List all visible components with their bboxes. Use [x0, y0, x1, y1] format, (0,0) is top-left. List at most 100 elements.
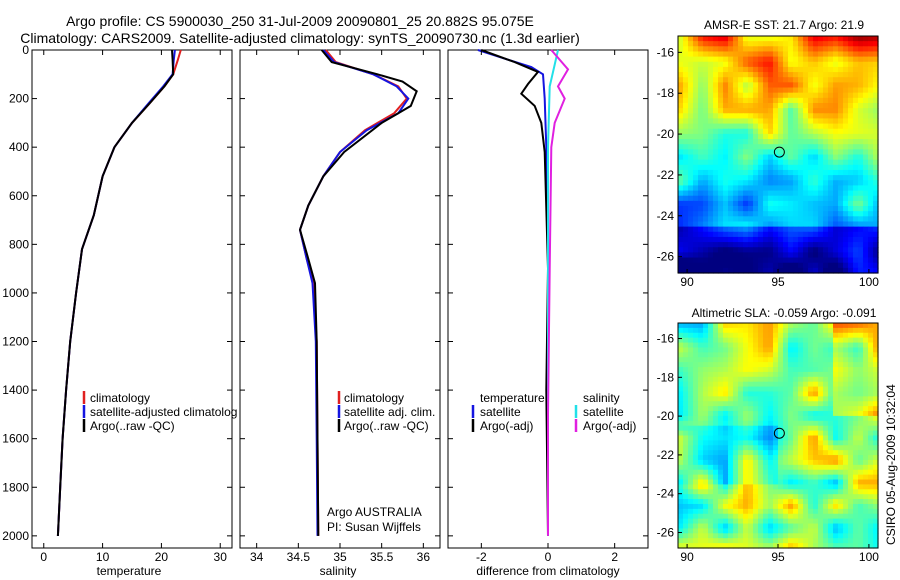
- heatmap-cell: [713, 371, 719, 378]
- heatmap-cell: [768, 108, 774, 114]
- heatmap-cell: [823, 445, 829, 451]
- heatmap-cell: [718, 82, 724, 89]
- heatmap-cell: [828, 175, 834, 181]
- heatmap-cell: [693, 396, 699, 402]
- heatmap-cell: [768, 420, 774, 427]
- heatmap-cell: [708, 396, 714, 402]
- heatmap-cell: [793, 61, 799, 68]
- heatmap-cell: [748, 415, 754, 422]
- heatmap-cell: [823, 508, 829, 515]
- heatmap-cell: [688, 440, 694, 446]
- heatmap-cell: [743, 503, 749, 510]
- heatmap-cell: [823, 242, 829, 248]
- heatmap-cell: [768, 139, 774, 145]
- heatmap-cell: [848, 211, 854, 217]
- heatmap-cell: [778, 87, 784, 94]
- heatmap-cell: [823, 51, 829, 58]
- heatmap-cell: [753, 185, 759, 192]
- heatmap-cell: [833, 226, 839, 233]
- heatmap-cell: [753, 425, 759, 432]
- heatmap-cell: [683, 508, 689, 515]
- heatmap-cell: [868, 133, 874, 140]
- heatmap-cell: [873, 206, 879, 212]
- heatmap-cell: [808, 123, 814, 130]
- heatmap-cell: [778, 72, 784, 78]
- heatmap-cell: [768, 523, 774, 530]
- heatmap-cell: [723, 406, 729, 412]
- heatmap-cell: [733, 459, 739, 466]
- heatmap-cell: [693, 484, 699, 490]
- heatmap-cell: [678, 420, 684, 427]
- heatmap-cell: [868, 469, 874, 476]
- heatmap-cell: [683, 440, 689, 446]
- heatmap-cell: [853, 420, 859, 427]
- heatmap-cell: [813, 185, 819, 192]
- heatmap-cell: [683, 543, 689, 549]
- heatmap-cell: [838, 469, 844, 476]
- heatmap-cell: [823, 420, 829, 427]
- heatmap-cell: [788, 128, 794, 135]
- heatmap-cell: [858, 56, 864, 63]
- heatmap-cell: [718, 396, 724, 402]
- heatmap-cell: [853, 149, 859, 156]
- heatmap-cell: [708, 159, 714, 166]
- heatmap-cell: [803, 533, 809, 539]
- heatmap-cell: [828, 474, 834, 481]
- heatmap-cell: [868, 87, 874, 94]
- heatmap-cell: [688, 82, 694, 89]
- heatmap-cell: [713, 455, 719, 461]
- heatmap-cell: [833, 503, 839, 510]
- heatmap-cell: [818, 342, 824, 349]
- heatmap-cell: [843, 164, 849, 171]
- heatmap-cell: [783, 149, 789, 156]
- heatmap-cell: [833, 347, 839, 353]
- heatmap-cell: [833, 508, 839, 515]
- heatmap-cell: [848, 164, 854, 171]
- heatmap-cell: [703, 195, 709, 202]
- heatmap-cell: [823, 41, 829, 47]
- heatmap-cell: [738, 200, 744, 207]
- heatmap-cell: [853, 108, 859, 114]
- heatmap-cell: [838, 46, 844, 53]
- heatmap-cell: [733, 445, 739, 451]
- heatmap-cell: [838, 226, 844, 233]
- heatmap-cell: [813, 362, 819, 368]
- heatmap-cell: [868, 113, 874, 120]
- heatmap-cell: [688, 376, 694, 383]
- heatmap-cell: [748, 200, 754, 207]
- heatmap-cell: [778, 543, 784, 549]
- heatmap-cell: [788, 236, 794, 243]
- heatmap-cell: [843, 420, 849, 427]
- heatmap-cell: [843, 533, 849, 539]
- heatmap-cell: [838, 455, 844, 461]
- heatmap-cell: [768, 242, 774, 248]
- heatmap-cell: [808, 46, 814, 53]
- heatmap-cell: [703, 180, 709, 187]
- heatmap-cell: [703, 391, 709, 397]
- heatmap-cell: [713, 533, 719, 539]
- heatmap-cell: [768, 445, 774, 451]
- heatmap-cell: [763, 77, 769, 83]
- heatmap-cell: [713, 190, 719, 197]
- heatmap-cell: [813, 180, 819, 187]
- heatmap-cell: [783, 332, 789, 339]
- heatmap-cell: [793, 185, 799, 192]
- heatmap-cell: [873, 357, 879, 363]
- heatmap-cell: [753, 352, 759, 358]
- heatmap-cell: [803, 401, 809, 407]
- heatmap-cell: [713, 118, 719, 125]
- heatmap-cell: [708, 128, 714, 135]
- heatmap-cell: [733, 533, 739, 539]
- heatmap-cell: [798, 479, 804, 486]
- heatmap-cell: [738, 352, 744, 358]
- heatmap-cell: [788, 440, 794, 446]
- heatmap-cell: [763, 411, 769, 417]
- heatmap-cell: [723, 469, 729, 476]
- heatmap-cell: [823, 367, 829, 373]
- heatmap-cell: [853, 242, 859, 248]
- heatmap-cell: [703, 102, 709, 109]
- heatmap-cell: [758, 538, 764, 544]
- heatmap-cell: [863, 469, 869, 476]
- heatmap-cell: [748, 357, 754, 363]
- heatmap-cell: [863, 337, 869, 344]
